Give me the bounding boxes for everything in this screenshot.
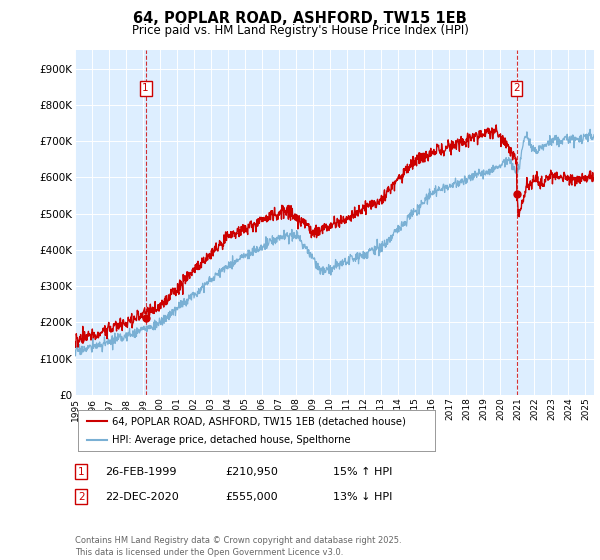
Text: 22-DEC-2020: 22-DEC-2020 [105,492,179,502]
Text: 64, POPLAR ROAD, ASHFORD, TW15 1EB (detached house): 64, POPLAR ROAD, ASHFORD, TW15 1EB (deta… [112,417,406,426]
Text: 13% ↓ HPI: 13% ↓ HPI [333,492,392,502]
Text: 2: 2 [78,492,85,502]
Text: Contains HM Land Registry data © Crown copyright and database right 2025.
This d: Contains HM Land Registry data © Crown c… [75,536,401,557]
Text: 2: 2 [513,83,520,94]
Text: HPI: Average price, detached house, Spelthorne: HPI: Average price, detached house, Spel… [112,435,350,445]
Text: 26-FEB-1999: 26-FEB-1999 [105,466,176,477]
Text: Price paid vs. HM Land Registry's House Price Index (HPI): Price paid vs. HM Land Registry's House … [131,24,469,36]
Text: 1: 1 [142,83,149,94]
Text: £210,950: £210,950 [225,466,278,477]
Text: 1: 1 [78,466,85,477]
Text: 64, POPLAR ROAD, ASHFORD, TW15 1EB: 64, POPLAR ROAD, ASHFORD, TW15 1EB [133,11,467,26]
Text: 15% ↑ HPI: 15% ↑ HPI [333,466,392,477]
Text: £555,000: £555,000 [225,492,278,502]
